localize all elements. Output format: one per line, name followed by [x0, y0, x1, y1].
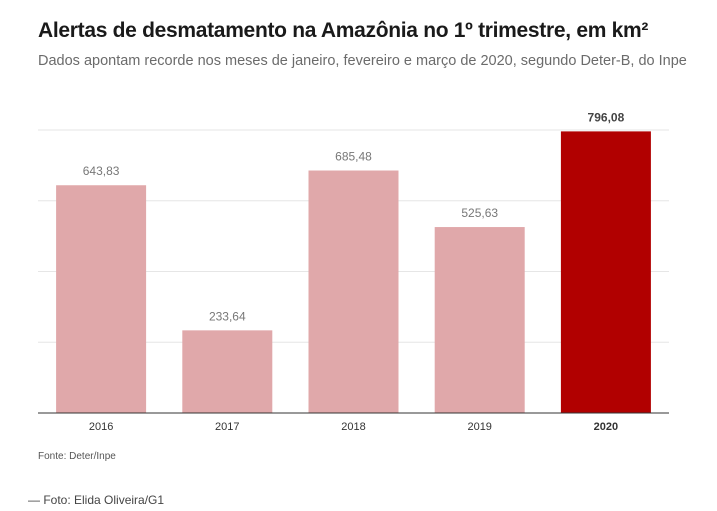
x-tick-label: 2019 — [467, 421, 491, 433]
chart-title: Alertas de desmatamento na Amazônia no 1… — [38, 19, 649, 42]
data-label: 685,48 — [335, 150, 372, 164]
x-tick-label: 2017 — [215, 421, 239, 433]
x-tick-label: 2016 — [89, 421, 113, 433]
bar — [434, 227, 525, 413]
bar-chart: 643,83 2016 233,64 2017 685,48 2018 525,63 2019… — [38, 110, 669, 433]
data-label: 643,83 — [83, 164, 120, 178]
chart-source: Fonte: Deter/Inpe — [38, 451, 116, 462]
bar — [308, 170, 399, 413]
photo-credit: — Foto: Elida Oliveira/G1 — [28, 493, 165, 507]
bar — [560, 131, 651, 413]
data-label: 525,63 — [461, 206, 498, 220]
data-label: 796,08 — [588, 110, 625, 124]
chart-card: Alertas de desmatamento na Amazônia no 1… — [38, 19, 687, 462]
x-tick-label: 2020 — [594, 421, 618, 433]
bar — [182, 330, 273, 413]
bar — [56, 185, 147, 413]
chart-subtitle: Dados apontam recorde nos meses de janei… — [38, 53, 687, 69]
data-label: 233,64 — [209, 309, 246, 323]
x-tick-label: 2018 — [341, 421, 365, 433]
